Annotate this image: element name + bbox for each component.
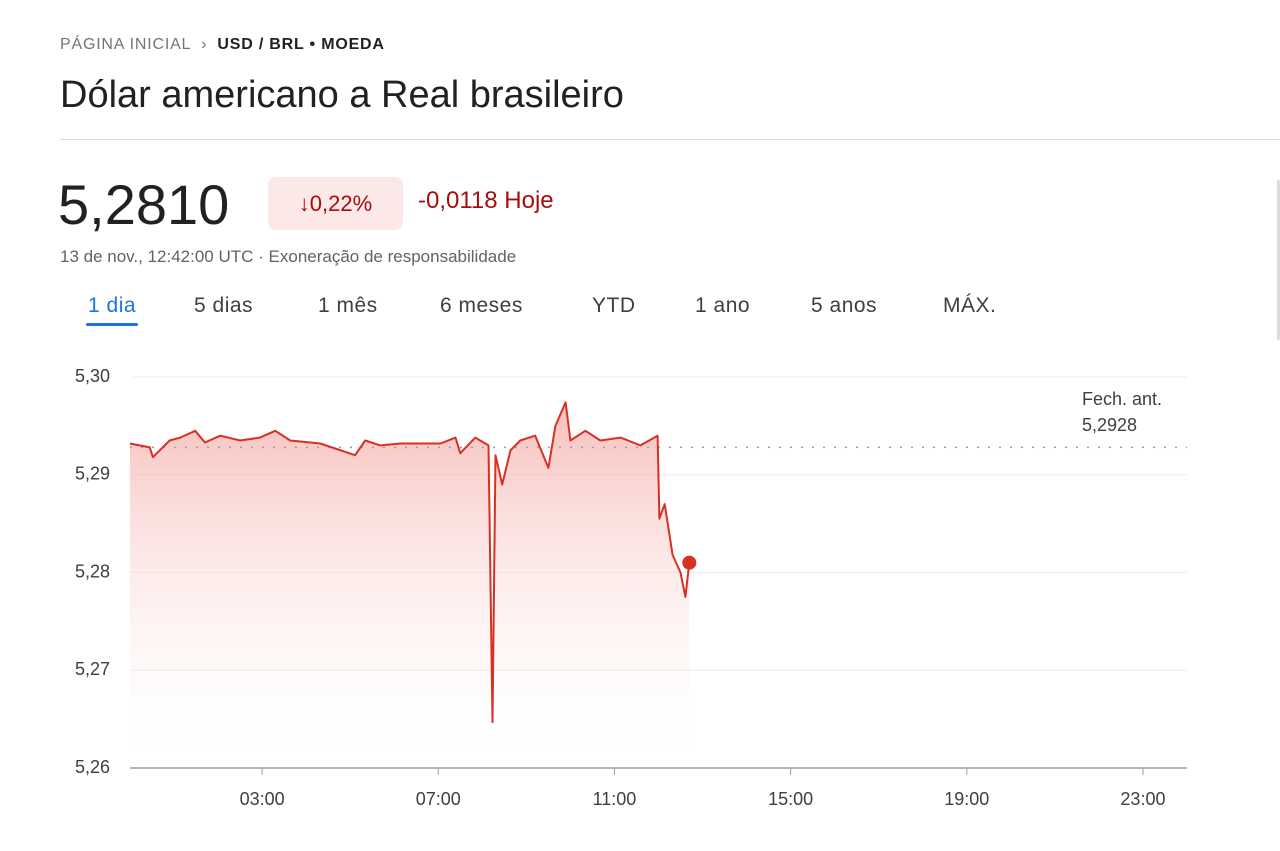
disclaimer[interactable]: Exoneração de responsabilidade: [268, 247, 517, 266]
x-tick-label: 15:00: [768, 789, 813, 809]
price-area: [130, 402, 690, 768]
y-tick-label: 5,27: [75, 659, 110, 679]
timestamp-row: 13 de nov., 12:42:00 UTC · Exoneração de…: [60, 247, 517, 266]
x-tick-label: 07:00: [416, 789, 461, 809]
x-tick-label: 23:00: [1120, 789, 1165, 809]
y-tick-label: 5,30: [75, 366, 110, 386]
previous-close-label: Fech. ant.: [1082, 389, 1162, 409]
active-tab-underline: [86, 323, 138, 326]
change-abs: -0,0118: [418, 187, 498, 214]
change-period: Hoje: [504, 187, 554, 214]
last-price-dot: [682, 555, 697, 570]
range-tab[interactable]: 6 meses: [440, 294, 523, 317]
price-line: [129, 401, 691, 724]
range-tab[interactable]: 5 anos: [811, 294, 878, 317]
page-title: Dólar americano a Real brasileiro: [60, 74, 624, 116]
range-tab[interactable]: 1 mês: [318, 294, 378, 317]
divider: [60, 139, 1280, 140]
range-tab[interactable]: 1 dia: [88, 294, 137, 317]
change-badge: ↓0,22%: [268, 177, 403, 230]
change-abs-row: -0,0118 Hoje: [418, 187, 554, 215]
range-tab[interactable]: YTD: [592, 294, 636, 317]
x-tick-label: 11:00: [593, 789, 637, 809]
y-tick-label: 5,28: [75, 561, 110, 581]
previous-close-value: 5,2928: [1082, 415, 1137, 435]
range-tab[interactable]: MÁX.: [943, 294, 997, 317]
x-tick-label: 19:00: [944, 789, 989, 809]
price: 5,2810: [58, 173, 230, 236]
breadcrumb: PÁGINA INICIAL › USD / BRL • MOEDA: [60, 36, 385, 53]
range-tab[interactable]: 5 dias: [194, 294, 254, 317]
timestamp: 13 de nov., 12:42:00 UTC: [60, 247, 254, 266]
breadcrumb-home[interactable]: PÁGINA INICIAL: [60, 36, 192, 53]
change-pct: 0,22%: [309, 191, 373, 216]
scrollbar: [1277, 180, 1280, 340]
range-tab[interactable]: 1 ano: [695, 294, 751, 317]
x-tick-label: 03:00: [240, 789, 285, 809]
breadcrumb-current: USD / BRL • MOEDA: [217, 36, 385, 53]
y-tick-label: 5,26: [75, 757, 110, 777]
y-tick-label: 5,29: [75, 464, 110, 484]
